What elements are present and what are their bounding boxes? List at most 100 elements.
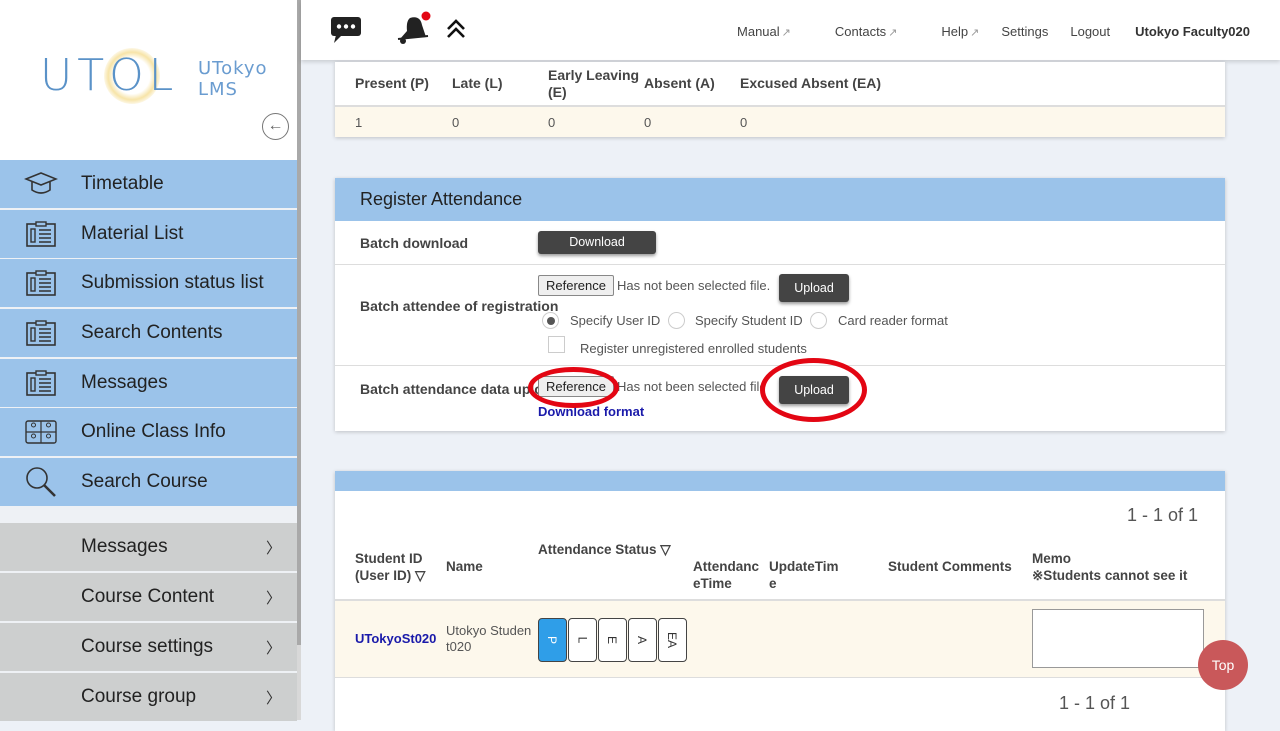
contacts-link[interactable]: Contacts ↗ [813,24,898,39]
upload-button[interactable]: Upload [779,274,849,302]
sub-item-label: Messages [81,536,168,557]
chat-bubble-icon[interactable] [331,17,361,48]
help-link[interactable]: Help ↗ [919,24,979,39]
user-name[interactable]: Utokyo Faculty020 [1135,24,1250,39]
sidebar-item-label: Material List [81,222,184,244]
sidebar-item-label: Submission status list [81,272,264,294]
upload-button[interactable]: Upload [779,376,849,404]
student-id-link[interactable]: UTokyoSt020 [355,631,437,646]
header-student-id[interactable]: Student ID (User ID) ▽ [355,551,426,583]
sidebar-item-search-course[interactable]: Search Course [0,458,297,507]
student-attendance-card: 1 - 1 of 1 Student ID (User ID) ▽ Name A… [335,471,1225,731]
sidebar-sub-course-settings[interactable]: Course settings 〉 [0,623,297,671]
reference-file-button[interactable]: Reference [538,275,614,296]
header-attendance-time: AttendanceTime [693,559,760,591]
sidebar-item-search-contents[interactable]: Search Contents [0,309,297,358]
status-label: L [575,636,590,644]
sidebar-item-submission-status[interactable]: Submission status list [0,259,297,308]
header-excused-absent: Excused Absent (EA) [740,75,882,91]
radio-specify-user-id[interactable] [542,312,559,329]
contacts-label: Contacts [834,24,887,39]
logo-sub2: LMS [198,79,238,100]
sidebar-item-label: Messages [81,371,168,393]
settings-link[interactable]: Settings [1001,24,1049,39]
header-student-comments: Student Comments [888,559,1012,574]
clipboard-icon [0,220,81,247]
card-title: Register Attendance [335,178,1225,221]
register-attendance-card: Register Attendance Batch download Downl… [335,178,1225,431]
batch-download-row: Batch download Download [335,221,1225,265]
logo-subtitle: UTokyo LMS [198,58,268,100]
sidebar-item-online-class-info[interactable]: Online Class Info [0,408,297,457]
memo-note: ※Students cannot see it [1032,568,1188,583]
sidebar: UTOL UTokyo LMS ← Timetable Material List… [0,0,297,723]
status-button-excused-absent[interactable]: EA [658,618,687,662]
batch-upload-row: Batch attendance data upload Reference H… [335,358,1225,430]
status-label: E [605,635,620,645]
external-link-icon: ↗ [781,27,791,39]
value-absent: 0 [644,114,652,130]
sidebar-item-timetable[interactable]: Timetable [0,160,297,208]
sidebar-sub-course-group[interactable]: Course group 〉 [0,673,297,721]
bell-icon[interactable] [396,11,432,50]
radio-label: Specify User ID [570,313,661,328]
magnifier-icon [0,466,81,498]
table-row: UTokyoSt020 Utokyo Student020 [335,601,1225,678]
status-button-absent[interactable]: A [628,618,657,662]
scrollbar-thumb[interactable] [297,0,301,645]
logout-link[interactable]: Logout [1070,24,1111,39]
utol-logo[interactable]: UTOL UTokyo LMS ← [0,0,297,160]
radio-card-reader-format[interactable] [810,312,827,329]
clipboard-icon [0,370,81,396]
manual-link[interactable]: Manual ↗ [715,24,791,39]
sub-item-label: Course group [81,686,197,707]
header-present: Present (P) [355,75,429,91]
sidebar-sub-messages[interactable]: Messages 〉 [0,523,297,571]
radio-label: Specify Student ID [695,313,803,328]
scroll-up-double-chevron-icon[interactable] [446,19,466,44]
sub-item-label: Course settings [81,636,214,657]
external-link-icon: ↗ [970,27,980,39]
status-button-present[interactable]: P [538,618,567,662]
back-to-top-button[interactable]: Top [1198,640,1248,690]
chevron-right-icon: 〉 [266,589,282,607]
value-excused-absent: 0 [740,114,748,130]
batch-registration-label: Batch attendee of registration [360,298,559,314]
top-header: Manual ↗ Contacts ↗ Help ↗ Settings Logout … [301,0,1280,60]
status-button-early-leaving[interactable]: E [598,618,627,662]
radio-specify-student-id[interactable] [668,312,685,329]
no-file-text: Has not been selected file. [617,379,762,394]
download-button[interactable]: Download [538,231,656,254]
help-label: Help [941,24,969,39]
reference-file-button[interactable]: Reference [538,376,614,397]
header-memo: Memo ※Students cannot see it [1032,550,1187,584]
sidebar-item-material-list[interactable]: Material List [0,209,297,258]
main-nav: Timetable Material List Submission statu… [0,160,297,508]
memo-input[interactable] [1032,609,1204,668]
sidebar-scrollbar[interactable] [297,0,301,720]
register-unregistered-checkbox[interactable] [548,336,565,353]
sidebar-item-messages[interactable]: Messages [0,358,297,407]
pager-bottom: 1 - 1 of 1 [1058,693,1130,713]
status-label: A [635,635,650,645]
value-present: 1 [355,114,363,130]
radio-label: Card reader format [838,313,948,328]
header-attendance-status[interactable]: Attendance Status ▽ [538,542,671,557]
course-nav: Messages 〉 Course Content 〉 Course setting… [0,523,297,723]
external-link-icon: ↗ [888,27,898,39]
student-name: Utokyo Student020 [446,623,532,654]
download-format-link[interactable]: Download format [538,404,645,419]
status-label: P [545,635,560,645]
status-button-late[interactable]: L [568,618,597,662]
logo-text: UTOL [40,50,179,101]
collapse-sidebar-icon[interactable]: ← [262,113,289,140]
chevron-right-icon: 〉 [266,539,282,557]
attendance-summary-card: Present (P) Late (L) Early Leaving (E) A… [335,62,1225,137]
chevron-right-icon: 〉 [266,639,282,657]
sidebar-sub-course-content[interactable]: Course Content 〉 [0,573,297,621]
sidebar-item-label: Search Course [81,471,208,493]
sidebar-item-label: Online Class Info [81,421,226,443]
clipboard-icon [0,320,81,346]
status-label: EA [665,631,680,649]
header-absent: Absent (A) [644,75,715,91]
